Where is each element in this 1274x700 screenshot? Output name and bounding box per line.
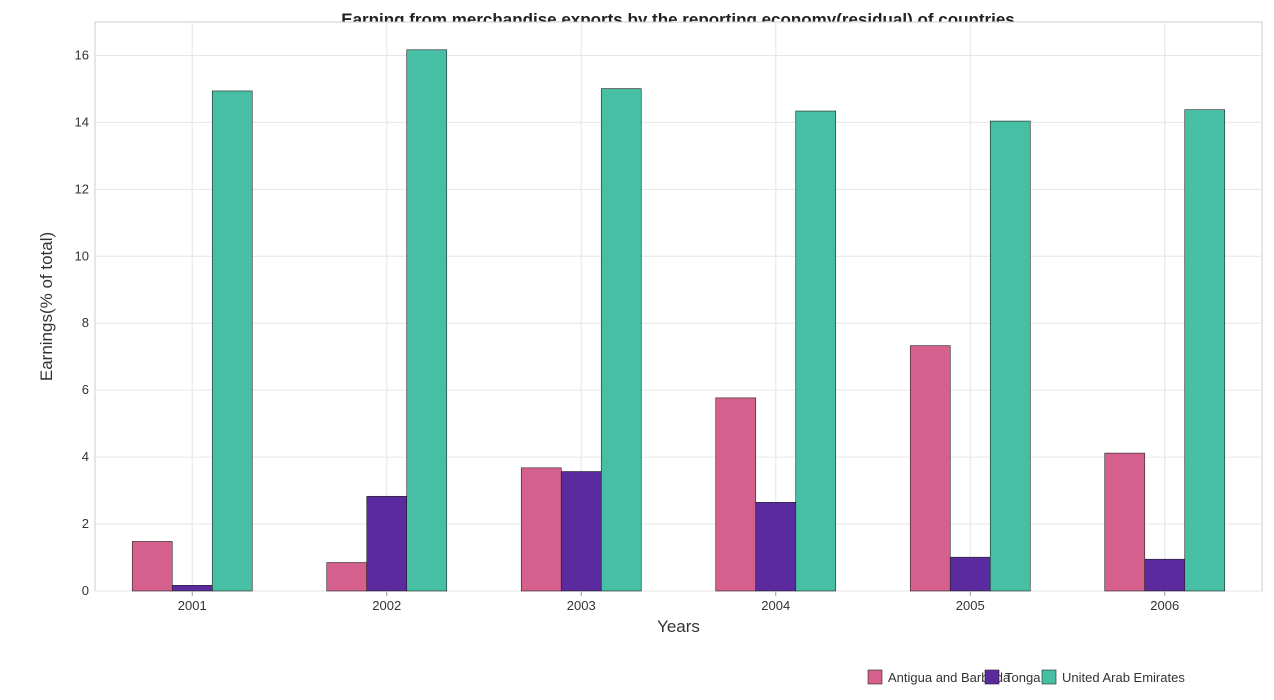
x-tick-label: 2006 [1150, 598, 1179, 613]
legend-swatch [984, 669, 1000, 685]
legend-swatch [867, 669, 883, 685]
bar-tonga-2002 [366, 495, 408, 592]
y-tick-label: 8 [82, 315, 89, 330]
bar-antigua-and-barbuda-2004 [715, 397, 757, 592]
x-tick-label: 2002 [372, 598, 401, 613]
bar-antigua-and-barbuda-2005 [909, 345, 951, 592]
legend-label: Antigua and Barbuda [888, 670, 1011, 685]
x-axis-title: Years [657, 617, 700, 636]
bar-united-arab-emirates-2001 [211, 90, 253, 592]
legend-label: United Arab Emirates [1062, 670, 1185, 685]
bar-antigua-and-barbuda-2003 [520, 467, 562, 592]
plot-area: 0 2 4 6 8 10 12 14 16 2001 2002 2003 2004 2005 2006 [75, 21, 1263, 613]
bar-tonga-2006 [1144, 558, 1186, 592]
y-tick-label: 2 [82, 516, 89, 531]
bar-tonga-2003 [560, 471, 602, 592]
y-tick-label: 12 [75, 181, 89, 196]
x-tick-label: 2004 [761, 598, 790, 613]
bar-antigua-and-barbuda-2006 [1104, 452, 1146, 592]
bar-antigua-and-barbuda-2001 [131, 541, 173, 592]
bar-antigua-and-barbuda-2002 [326, 562, 368, 592]
bar-tonga-2005 [949, 556, 991, 592]
legend-swatch [1041, 669, 1057, 685]
y-axis-title: Earnings(% of total) [37, 232, 56, 381]
legend-label: Tonga [1005, 670, 1041, 685]
y-tick-label: 10 [75, 248, 89, 263]
bar-tonga-2001 [171, 585, 213, 592]
bar-united-arab-emirates-2003 [600, 88, 642, 592]
bar-tonga-2004 [755, 502, 797, 592]
y-tick-label: 6 [82, 382, 89, 397]
x-tick-label: 2001 [178, 598, 207, 613]
y-tick-label: 0 [82, 583, 89, 598]
bar-united-arab-emirates-2006 [1184, 109, 1226, 592]
bar-united-arab-emirates-2004 [795, 110, 837, 592]
x-tick-label: 2005 [956, 598, 985, 613]
y-tick-label: 16 [75, 47, 89, 62]
bar-united-arab-emirates-2005 [989, 120, 1031, 592]
y-tick-label: 14 [75, 114, 89, 129]
y-tick-label: 4 [82, 449, 89, 464]
bar-united-arab-emirates-2002 [406, 49, 448, 592]
plot-border [94, 21, 1263, 592]
x-tick-label: 2003 [567, 598, 596, 613]
